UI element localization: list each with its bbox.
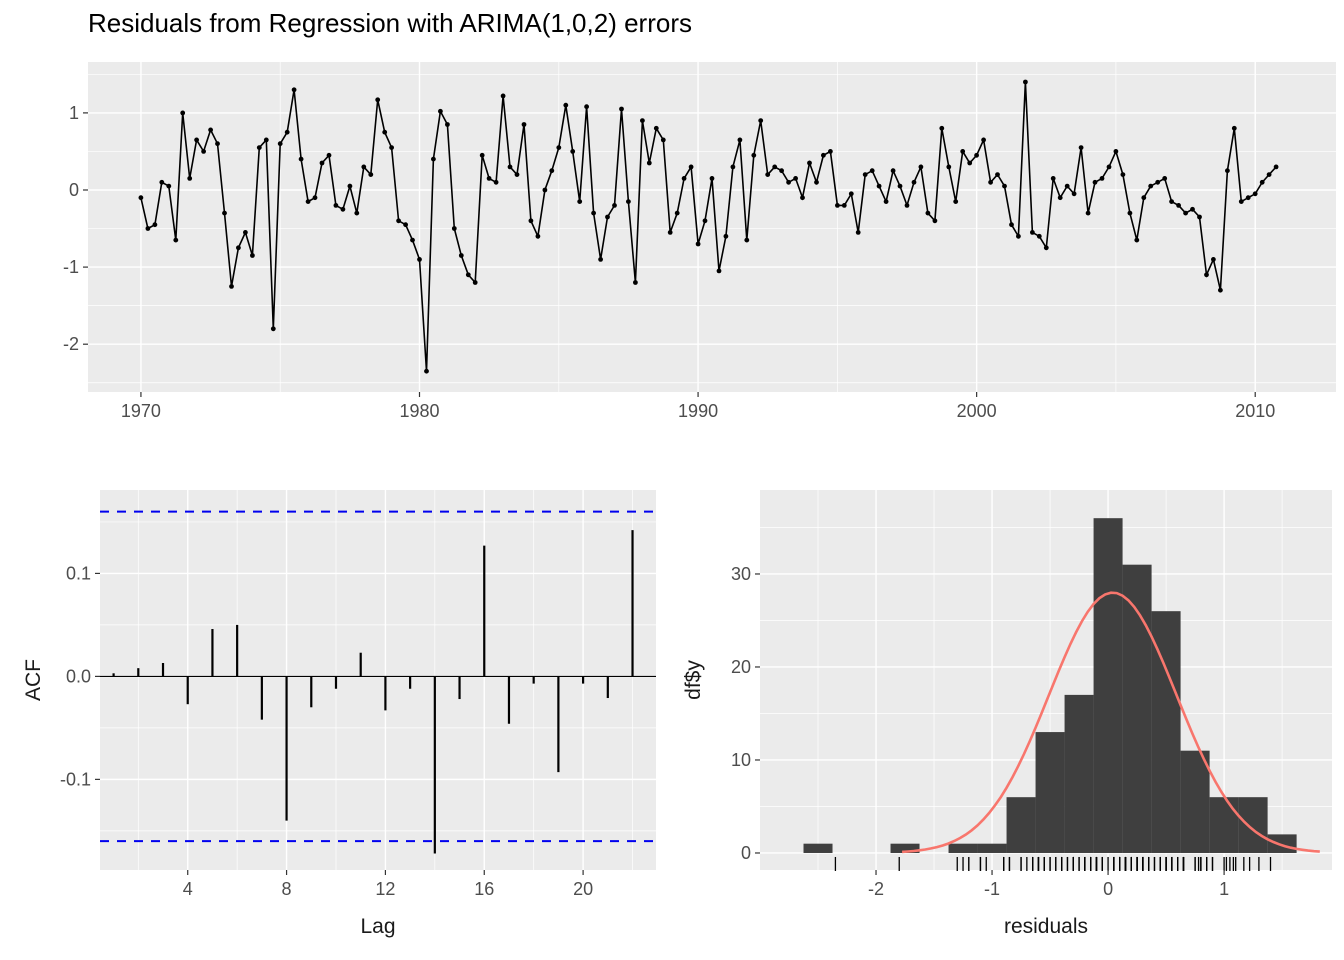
x-tick-label: 1980 [399, 401, 439, 421]
panel-background [100, 490, 656, 870]
y-tick-label: 10 [731, 750, 751, 770]
residuals-time-series: 1970 1980 1990 2000 2010 -2 -1 0 1 [63, 62, 1336, 421]
x-tick-label: 16 [474, 879, 494, 899]
x-tick-label: -2 [868, 879, 884, 899]
x-tick-label: 8 [282, 879, 292, 899]
x-tick-label: 1970 [121, 401, 161, 421]
x-axis-title: residuals [1004, 915, 1088, 938]
x-tick-label: 1990 [678, 401, 718, 421]
y-tick-label: -0.1 [60, 769, 91, 789]
y-tick-label: 20 [731, 657, 751, 677]
y-tick-label: 0 [69, 180, 79, 200]
axes: 1970 1980 1990 2000 2010 -2 -1 0 1 [63, 103, 1275, 421]
x-tick-label: 1 [1219, 879, 1229, 899]
x-tick-label: 2010 [1235, 401, 1275, 421]
gridlines [100, 490, 656, 870]
normal-density-curve [902, 591, 1320, 854]
panel-background [88, 62, 1336, 392]
axes: 4 8 12 16 20 -0.1 0.0 0.1 Lag ACF [22, 563, 593, 938]
y-tick-label: 0 [741, 843, 751, 863]
y-tick-label: -2 [63, 334, 79, 354]
x-tick-label: -1 [984, 879, 1000, 899]
gridlines [88, 62, 1336, 392]
acf-of-residuals: 4 8 12 16 20 -0.1 0.0 0.1 Lag ACF [22, 490, 656, 938]
histogram-bars [803, 518, 1297, 853]
x-tick-label: 12 [375, 879, 395, 899]
figure-title: Residuals from Regression with ARIMA(1,0… [88, 8, 692, 38]
y-axis-title: ACF [22, 659, 45, 701]
y-tick-label: -1 [63, 257, 79, 277]
x-tick-label: 0 [1103, 879, 1113, 899]
residual-rug [834, 856, 1272, 871]
y-tick-label: 1 [69, 103, 79, 123]
y-tick-label: 0.0 [66, 666, 91, 686]
residual-series-points [138, 79, 1279, 374]
y-axis-title: df$y [682, 660, 705, 700]
x-tick-label: 20 [573, 879, 593, 899]
residual-series-line [140, 81, 1277, 372]
y-tick-label: 30 [731, 564, 751, 584]
x-tick-label: 2000 [957, 401, 997, 421]
x-axis-title: Lag [360, 915, 395, 938]
y-tick-label: 0.1 [66, 563, 91, 583]
acf-bars [112, 530, 634, 854]
x-tick-label: 4 [183, 879, 193, 899]
